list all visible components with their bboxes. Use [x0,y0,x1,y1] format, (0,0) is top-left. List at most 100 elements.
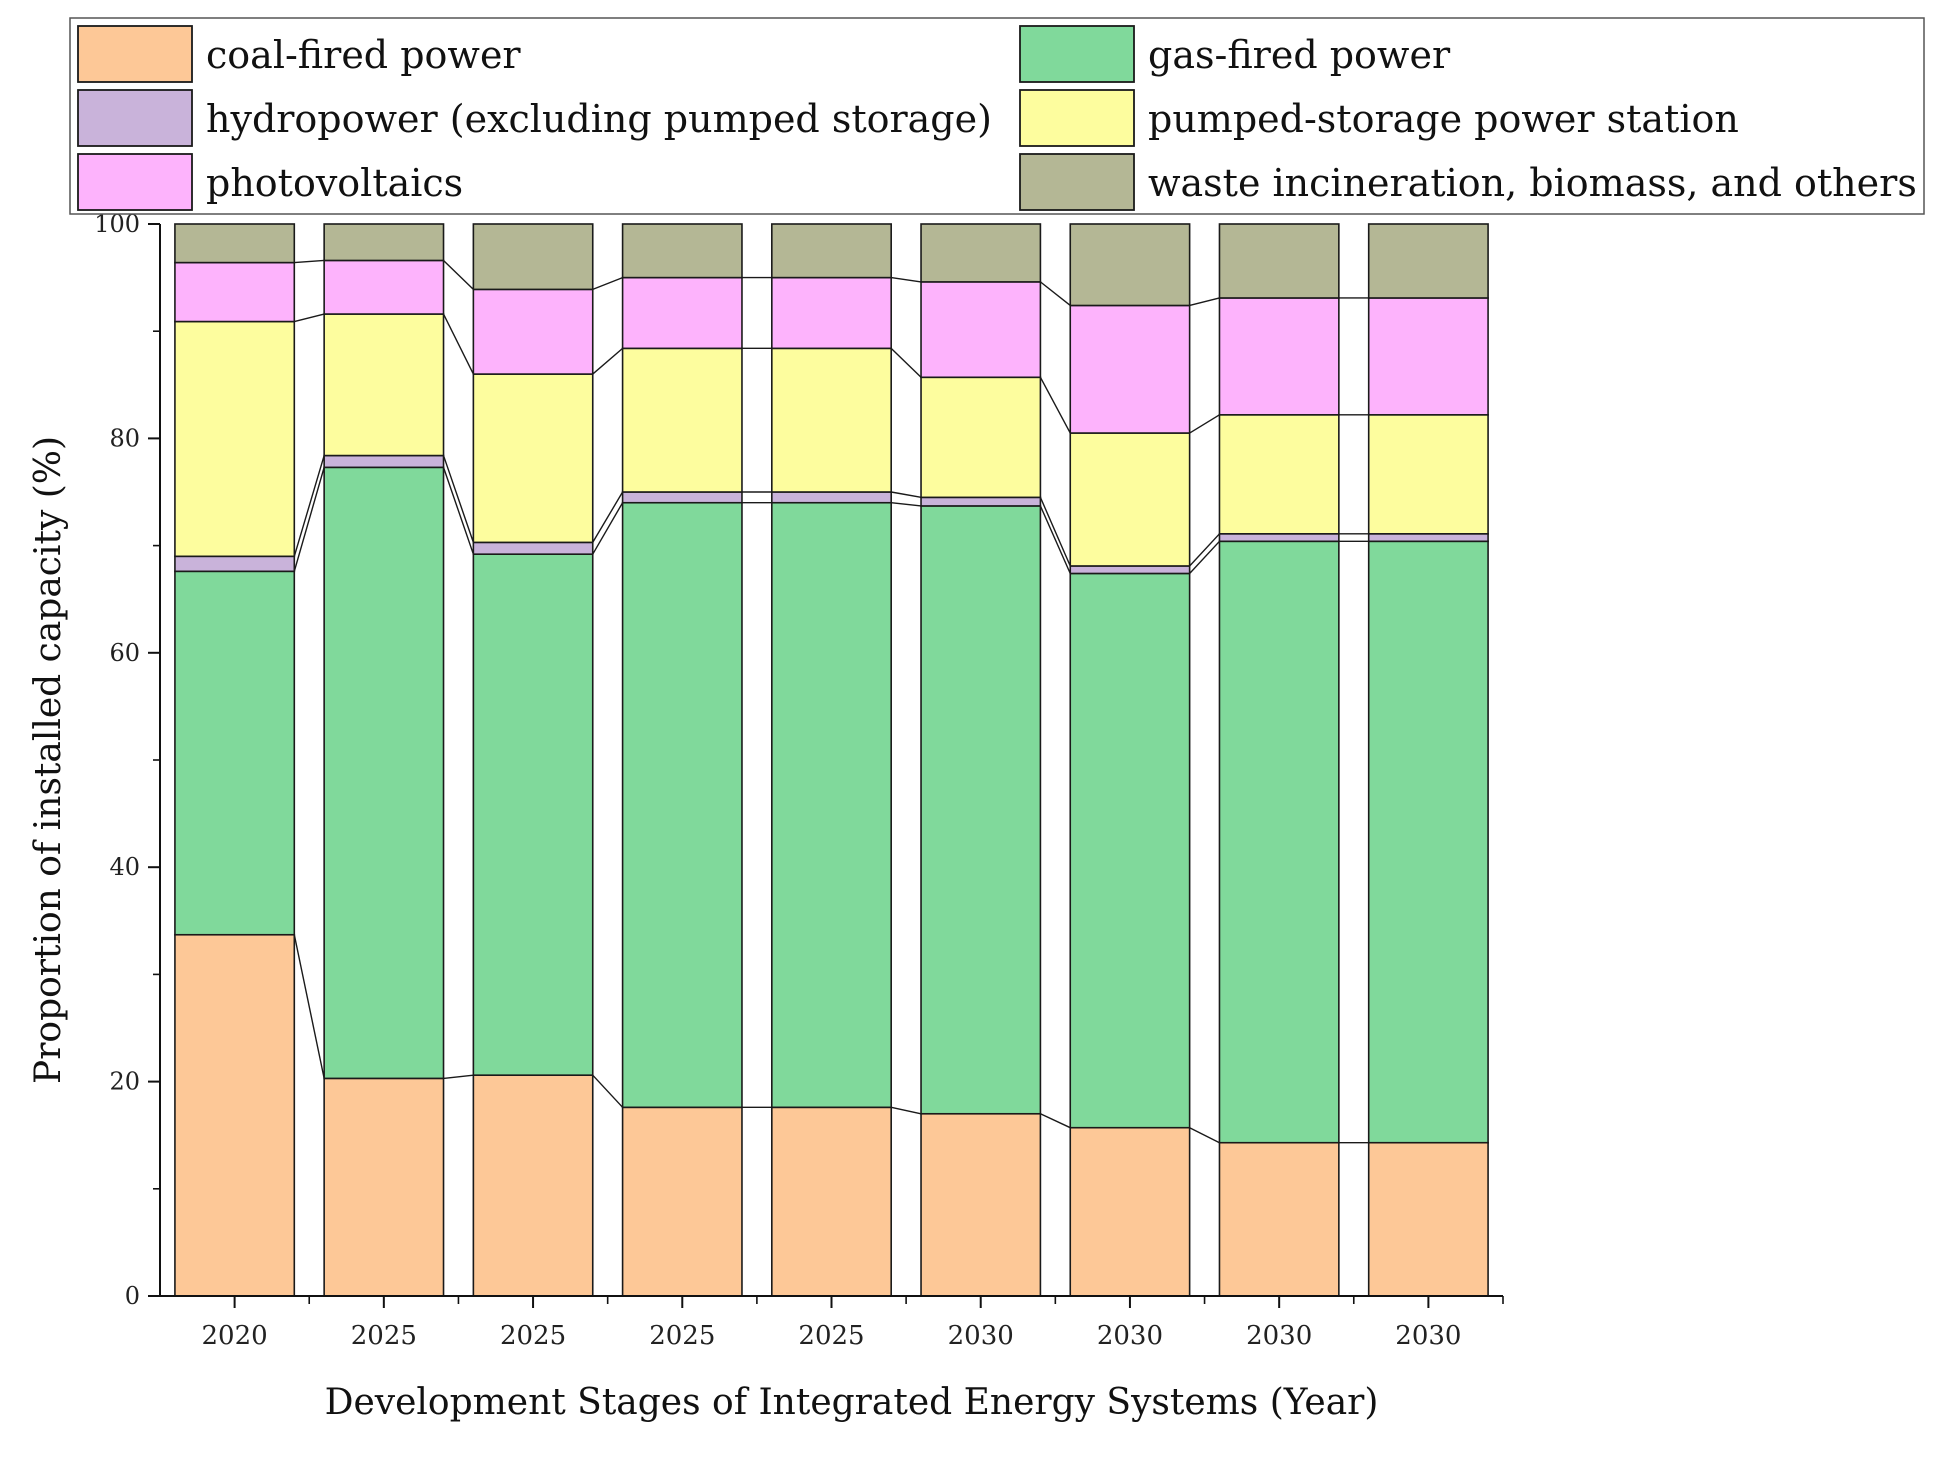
bar-segment [621,223,743,279]
connector-line [1039,281,1071,307]
bar-segment [174,223,296,264]
bar-segment [1367,297,1489,416]
y-tick-label: 40 [109,853,140,881]
connector-line [1189,1127,1220,1144]
bar-segment [920,496,1042,507]
x-tick-label: 2030 [1395,1321,1461,1351]
bar-segment [323,454,445,469]
legend-swatch [1019,89,1135,147]
legend-swatch [1019,153,1135,211]
connector-line [294,259,325,264]
connector-line [891,276,922,283]
bar-segment [174,320,296,558]
legend-frame [69,17,1925,215]
bar-segment [1069,432,1191,567]
connector-line [293,934,325,1079]
connector-line [443,1074,474,1080]
bar-segment [323,466,445,1080]
legend-swatch [1019,25,1135,83]
bar-segment [472,1074,594,1297]
bar-segment [621,1106,743,1297]
connector-line [592,502,624,555]
x-tick-label: 2030 [948,1321,1014,1351]
bar-segment [472,288,594,375]
connector-line [293,455,325,557]
bar-segment [1069,572,1191,1129]
x-tick-label: 2020 [202,1321,268,1351]
bar-segment [1218,1141,1340,1297]
bar-segment [621,491,743,504]
legend-label: pumped-storage power station [1148,97,1739,141]
legend-label: gas-fired power [1148,33,1451,77]
plot-area [174,223,1489,1297]
bar-segment [621,347,743,493]
bar-segment [472,541,594,555]
x-tick-label: 2025 [500,1321,566,1351]
bar-segment [1218,540,1340,1144]
legend-label: hydropower (excluding pumped storage) [206,97,992,141]
legend-swatch [77,25,193,83]
bar-segment [472,373,594,544]
legend-swatch [77,89,193,147]
bar-segment [1367,540,1489,1144]
y-tick-label: 0 [125,1282,140,1310]
connector-line [592,276,623,291]
connector-line [891,502,922,507]
connector-line [891,491,922,499]
legend-swatch [77,153,193,211]
bar-segment [920,223,1042,283]
connector-line [1039,505,1071,574]
x-tick-label: 2030 [1097,1321,1163,1351]
y-tick-label: 60 [109,639,140,667]
connector-line [442,455,475,543]
bar-segment [1367,414,1489,535]
connector-line [592,347,624,375]
connector-line [1040,1113,1071,1129]
connector-line [1189,533,1220,567]
legend: coal-fired power gas-fired power hydropowe… [69,17,1925,215]
bar-segment [771,223,892,279]
bar-segment [920,376,1042,499]
bar-segment [1218,223,1340,299]
x-tick-label: 2025 [351,1321,417,1351]
connector-line [592,1074,624,1108]
y-tick-label: 80 [109,424,140,452]
connector-line [891,1106,922,1115]
connector-line [293,467,325,572]
bar-segment [323,1077,445,1297]
bar-segment [621,501,743,1109]
connector-line [1189,414,1220,434]
bar-segment [771,347,892,493]
connector-line [442,313,474,375]
bar-segment [1367,533,1489,543]
x-axis-title: Development Stages of Integrated Energy … [325,1382,1379,1423]
bar-segment [174,261,296,323]
connector-line [1039,376,1071,434]
bar-segment [1069,223,1191,307]
bar-segment [771,501,892,1109]
connector-line [442,467,475,555]
connector-line [1039,497,1071,567]
connector-line [1189,540,1220,574]
bar-segment [323,313,445,457]
y-tick-label: 20 [109,1068,140,1096]
bar-segment [621,276,743,350]
bar-segment [323,223,445,262]
bar-segment [1367,223,1489,299]
bar-segment [771,276,892,350]
bar-segment [472,553,594,1076]
bar-segment [920,281,1042,379]
x-tick-label: 2030 [1246,1321,1312,1351]
legend-label: waste incineration, biomass, and others [1148,161,1917,205]
bar-segment [1069,565,1191,575]
legend-label: coal-fired power [206,33,521,77]
bar-segment [1069,1126,1191,1297]
bar-segment [920,1112,1042,1297]
connector-line [294,313,325,323]
x-tick-label: 2025 [798,1321,864,1351]
bar-segment [174,933,296,1297]
connector-line [1189,297,1220,307]
bar-segment [174,570,296,936]
